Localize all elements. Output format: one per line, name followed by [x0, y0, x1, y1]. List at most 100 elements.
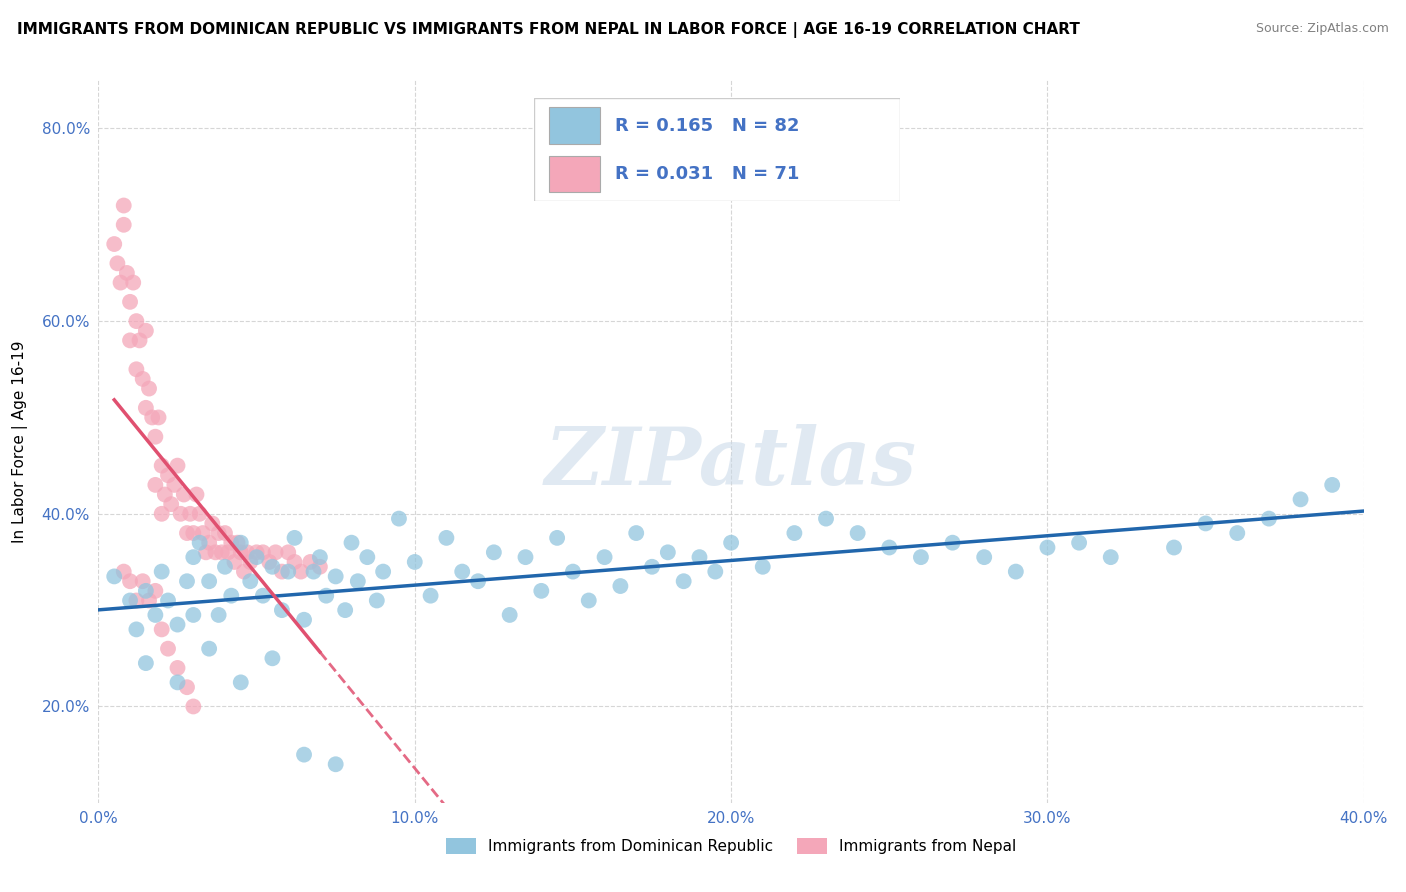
Point — [609, 579, 631, 593]
Point — [150, 507, 173, 521]
Point — [138, 382, 160, 396]
Point — [325, 569, 347, 583]
Point — [309, 559, 332, 574]
Point — [315, 589, 337, 603]
Point — [309, 550, 332, 565]
Point — [208, 526, 231, 541]
Legend: Immigrants from Dominican Republic, Immigrants from Nepal: Immigrants from Dominican Republic, Immi… — [440, 832, 1022, 860]
Point — [112, 565, 135, 579]
Point — [214, 526, 236, 541]
Point — [388, 511, 411, 525]
Text: R = 0.165   N = 82: R = 0.165 N = 82 — [614, 117, 799, 135]
Point — [419, 589, 441, 603]
Point — [624, 526, 647, 541]
Point — [217, 545, 239, 559]
Point — [973, 550, 995, 565]
Point — [292, 747, 315, 762]
Point — [176, 680, 198, 694]
Point — [157, 468, 180, 483]
Point — [751, 559, 773, 574]
Point — [239, 555, 262, 569]
Point — [1322, 478, 1344, 492]
Point — [783, 526, 806, 541]
Point — [125, 623, 148, 637]
Point — [482, 545, 505, 559]
Point — [166, 458, 188, 473]
Point — [910, 550, 932, 565]
Point — [179, 507, 201, 521]
Text: R = 0.031   N = 71: R = 0.031 N = 71 — [614, 165, 799, 183]
Point — [120, 334, 141, 348]
Point — [366, 593, 388, 607]
Point — [169, 507, 191, 521]
Point — [173, 487, 195, 501]
Point — [546, 531, 568, 545]
Point — [198, 574, 221, 589]
Point — [246, 545, 269, 559]
Point — [145, 430, 166, 444]
Point — [132, 372, 155, 386]
Bar — [548, 155, 600, 193]
Point — [135, 656, 157, 670]
Point — [166, 617, 188, 632]
Point — [942, 535, 965, 549]
Point — [1036, 541, 1059, 555]
Point — [1099, 550, 1122, 565]
Point — [236, 545, 259, 559]
Point — [115, 266, 138, 280]
Y-axis label: In Labor Force | Age 16-19: In Labor Force | Age 16-19 — [11, 340, 28, 543]
Point — [157, 593, 180, 607]
Point — [188, 507, 211, 521]
Point — [340, 535, 363, 549]
Point — [284, 531, 307, 545]
Point — [160, 497, 183, 511]
Point — [404, 555, 426, 569]
Point — [290, 565, 312, 579]
Point — [498, 607, 520, 622]
Point — [103, 569, 125, 583]
Point — [201, 516, 224, 531]
Point — [176, 574, 198, 589]
Point — [186, 487, 208, 501]
Point — [1067, 535, 1090, 549]
Point — [150, 458, 173, 473]
Point — [229, 545, 252, 559]
Point — [214, 559, 236, 574]
Point — [530, 583, 553, 598]
Point — [208, 607, 231, 622]
Point — [515, 550, 537, 565]
Point — [335, 603, 357, 617]
Point — [233, 565, 256, 579]
Point — [183, 550, 205, 565]
Point — [194, 545, 218, 559]
Point — [561, 565, 585, 579]
Point — [270, 565, 294, 579]
Point — [292, 613, 315, 627]
Point — [132, 574, 155, 589]
Point — [145, 583, 166, 598]
Text: ZIPatlas: ZIPatlas — [546, 425, 917, 502]
Point — [176, 526, 198, 541]
Point — [302, 565, 325, 579]
Point — [120, 574, 141, 589]
Point — [1226, 526, 1249, 541]
Point — [125, 593, 148, 607]
Point — [103, 237, 125, 252]
Point — [226, 535, 249, 549]
Point — [229, 675, 252, 690]
Point — [112, 218, 135, 232]
Point — [356, 550, 378, 565]
Point — [325, 757, 347, 772]
Point — [239, 574, 262, 589]
Point — [219, 589, 243, 603]
Point — [224, 555, 246, 569]
Point — [122, 276, 145, 290]
Point — [277, 545, 299, 559]
Text: Source: ZipAtlas.com: Source: ZipAtlas.com — [1256, 22, 1389, 36]
Point — [262, 559, 284, 574]
Point — [150, 623, 173, 637]
Point — [467, 574, 489, 589]
Point — [1257, 511, 1279, 525]
Point — [157, 641, 180, 656]
Point — [188, 535, 211, 549]
